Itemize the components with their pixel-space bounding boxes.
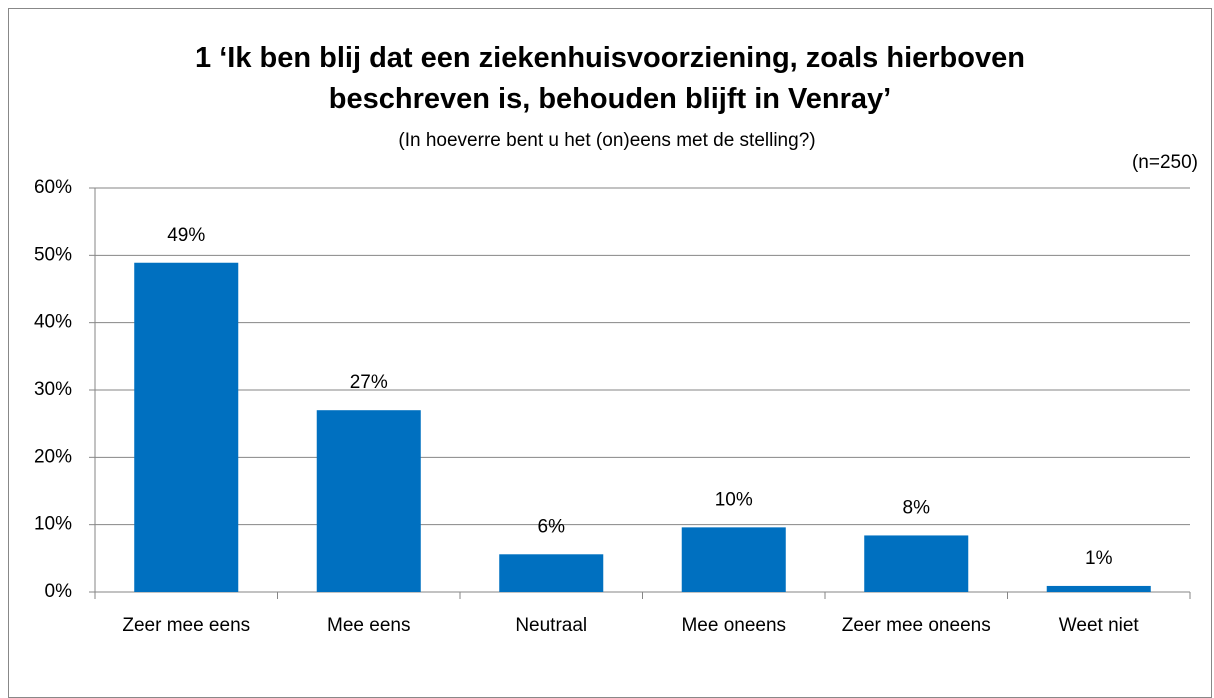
data-label: 6% <box>538 516 566 537</box>
x-tick-label: Weet niet <box>1059 615 1140 636</box>
y-tick-label: 40% <box>34 312 72 333</box>
y-tick-label: 60% <box>34 177 72 198</box>
data-label: 49% <box>167 225 205 246</box>
sample-size: (n=250) <box>1132 152 1198 173</box>
bar <box>316 410 421 592</box>
y-tick-label: 10% <box>34 514 72 535</box>
chart: (n=250) 0% 10% 20% 30% 40% 50% 60% Zeer mee een… <box>34 152 1198 636</box>
x-tick-label: Mee eens <box>327 615 410 636</box>
y-tick-label: 50% <box>34 244 72 265</box>
bar <box>499 554 604 592</box>
y-tick-label: 20% <box>34 446 72 467</box>
x-tick-label: Mee oneens <box>681 615 786 636</box>
bar <box>681 527 786 592</box>
bar <box>134 262 239 592</box>
bar <box>1046 585 1151 592</box>
chart-title: 1 ‘Ik ben blij dat een ziekenhuisvoorzie… <box>195 42 1025 115</box>
data-label: 8% <box>903 497 931 518</box>
chart-subtitle: (In hoeverre bent u het (on)eens met de … <box>398 130 816 151</box>
page: 1 ‘Ik ben blij dat een ziekenhuisvoorzie… <box>8 8 1212 698</box>
data-label: 27% <box>350 372 388 393</box>
data-label: 1% <box>1085 548 1113 569</box>
x-tick-label: Zeer mee oneens <box>842 615 991 636</box>
x-tick-label: Neutraal <box>515 615 587 636</box>
y-tick-label: 30% <box>34 379 72 400</box>
data-label: 10% <box>715 489 753 510</box>
bar <box>864 535 969 592</box>
x-tick-label: Zeer mee eens <box>122 615 250 636</box>
y-tick-label: 0% <box>45 581 73 602</box>
